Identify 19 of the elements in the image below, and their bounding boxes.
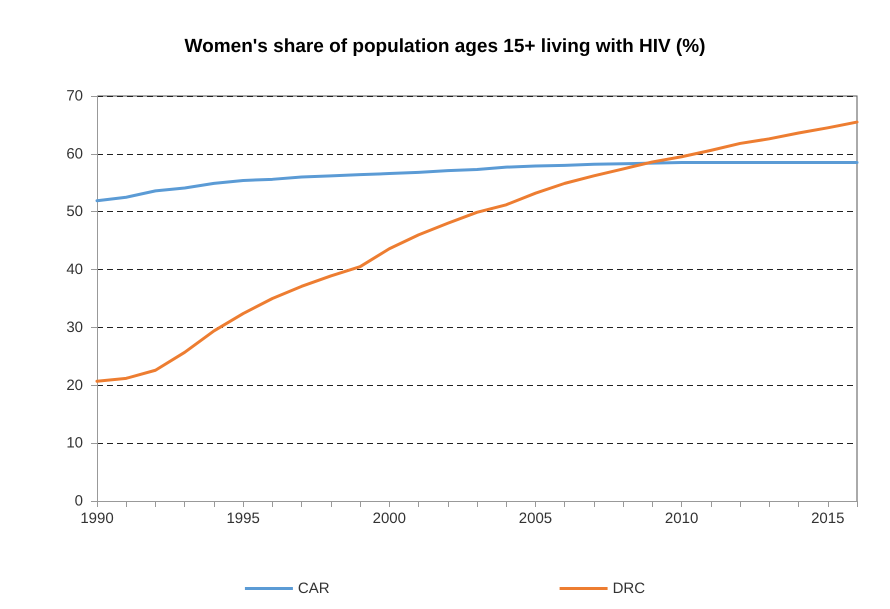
legend-label: DRC xyxy=(612,580,646,597)
y-tick-label: 30 xyxy=(66,318,83,336)
x-tick-label: 2000 xyxy=(372,510,406,527)
x-tick-label: 1990 xyxy=(80,510,114,527)
y-tick-label: 20 xyxy=(66,376,83,394)
line-series xyxy=(96,120,858,383)
x-tick-label: 2015 xyxy=(811,510,844,527)
x-tick-label: 1995 xyxy=(226,510,260,527)
x-tick-label: 2005 xyxy=(518,510,552,527)
y-tick-label: 70 xyxy=(66,88,83,104)
y-tick-label: 40 xyxy=(66,261,83,278)
y-tick-label: 50 xyxy=(66,203,83,220)
y-tick-label: 0 xyxy=(74,492,83,510)
legend-label: CAR xyxy=(298,580,330,597)
y-tick-label: 10 xyxy=(66,434,83,452)
x-tick-label: 2010 xyxy=(664,510,698,527)
y-tick-label: 60 xyxy=(66,145,83,162)
chart-title: Women's share of population ages 15+ living with HIV (%) xyxy=(184,36,706,57)
line-series xyxy=(96,161,858,202)
